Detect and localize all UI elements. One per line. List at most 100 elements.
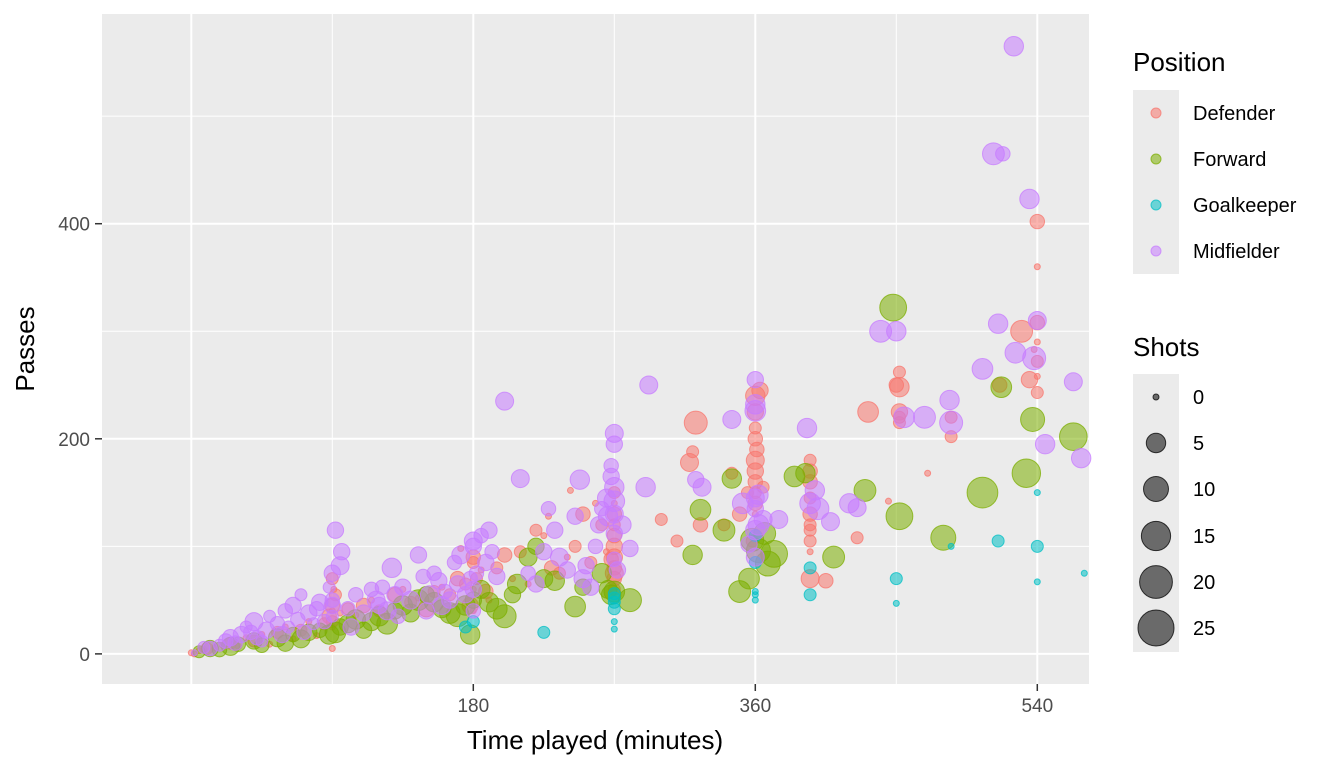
data-point-defender [568,539,582,553]
data-point-midfielder [540,500,557,517]
data-point-midfielder [913,405,936,429]
data-point-defender [818,573,834,589]
data-point-midfielder [1063,372,1083,392]
data-point-midfielder [995,146,1011,162]
data-point-midfielder [804,480,826,501]
legend-key-goalkeeper [1150,199,1162,211]
x-tick-label: 180 [457,696,489,717]
x-axis-ticks: 180 360 540 [457,684,1053,717]
data-point-defender [1033,372,1041,380]
data-point-midfielder [281,620,295,634]
data-point-midfielder [1022,346,1047,371]
data-point-midfielder [342,618,360,636]
data-point-goalkeeper [991,534,1005,548]
data-point-midfielder [1019,188,1040,210]
data-point-forward [990,376,1013,399]
data-point-midfielder [569,469,591,490]
data-point-midfielder [748,484,769,505]
data-point-goalkeeper [1033,578,1041,586]
size-key-20 [1139,565,1173,599]
legend-label-goalkeeper: Goalkeeper [1193,195,1297,217]
data-point-midfielder [577,557,595,575]
data-point-goalkeeper [803,588,817,602]
data-point-midfielder [322,580,336,594]
data-point-defender [857,401,879,423]
data-point-midfielder [603,457,619,474]
size-key-5 [1145,432,1167,454]
legend-label-defender: Defender [1193,103,1276,125]
data-point-midfielder [566,507,584,525]
data-point-midfielder [190,649,198,657]
data-point-defender [1033,338,1041,346]
data-point-midfielder [635,476,656,498]
data-point-midfielder [769,509,789,529]
data-point-goalkeeper [610,618,618,626]
data-point-midfielder [294,588,308,602]
data-point-midfielder [821,512,840,532]
position-legend: Defender Forward Goalkeeper Midfielder [1150,103,1297,263]
data-point-midfielder [744,399,767,422]
data-point-goalkeeper [1080,569,1088,577]
data-point-defender [566,486,574,494]
data-point-defender [892,365,906,379]
data-point-midfielder [510,469,530,489]
x-tick-label: 360 [739,696,771,717]
data-point-midfielder [488,567,506,586]
data-point-defender [889,376,910,398]
data-point-midfielder [484,543,500,560]
data-point-midfielder [417,602,435,620]
data-point-defender [749,441,765,458]
shots-legend-title: Shots [1133,332,1200,362]
size-key-0 [1152,393,1160,401]
data-point-midfielder [987,313,1009,334]
data-point-forward [544,570,565,591]
y-tick-label: 200 [58,430,90,451]
data-point-midfielder [558,561,576,579]
data-point-forward [682,544,703,566]
data-point-midfielder [374,579,391,595]
size-label-10: 10 [1193,479,1215,501]
data-point-midfielder [746,370,764,389]
data-point-forward [885,502,914,531]
data-point-defender [654,512,668,526]
data-point-defender [1029,213,1046,230]
data-point-forward [721,468,743,489]
data-point-midfielder [893,406,915,429]
data-point-midfielder [546,521,564,539]
data-point-midfielder [348,586,364,603]
data-point-midfielder [1034,433,1056,455]
data-point-forward [879,293,908,322]
data-point-midfielder [464,580,482,599]
data-point-defender [850,531,864,545]
data-point-midfielder [333,543,351,561]
data-point-midfielder [1003,36,1025,57]
size-key-15 [1140,520,1172,552]
data-point-forward [689,498,712,521]
data-point-midfielder [605,435,623,453]
data-point-forward [738,567,760,590]
legend-key-defender [1150,107,1162,119]
data-point-midfielder [465,603,482,619]
data-point-defender [803,518,817,532]
data-point-midfielder [796,417,818,439]
size-label-15: 15 [1193,526,1215,548]
data-point-defender [884,497,892,505]
legend-key-forward [1150,153,1162,165]
data-point-midfielder [1070,447,1092,469]
data-point-midfielder [441,591,459,609]
data-point-forward [795,463,816,484]
data-point-forward [1020,406,1046,432]
data-point-midfielder [390,608,406,624]
data-point-midfielder [409,546,428,564]
data-point-midfielder [722,409,742,429]
data-point-forward [712,518,736,542]
data-point-defender [529,523,543,537]
data-point-midfielder [401,590,421,610]
data-point-forward [564,595,586,618]
data-point-defender [924,469,932,477]
data-point-midfielder [381,557,403,579]
data-point-goalkeeper [751,588,759,596]
data-point-defender [670,534,684,548]
data-point-midfielder [354,604,373,622]
